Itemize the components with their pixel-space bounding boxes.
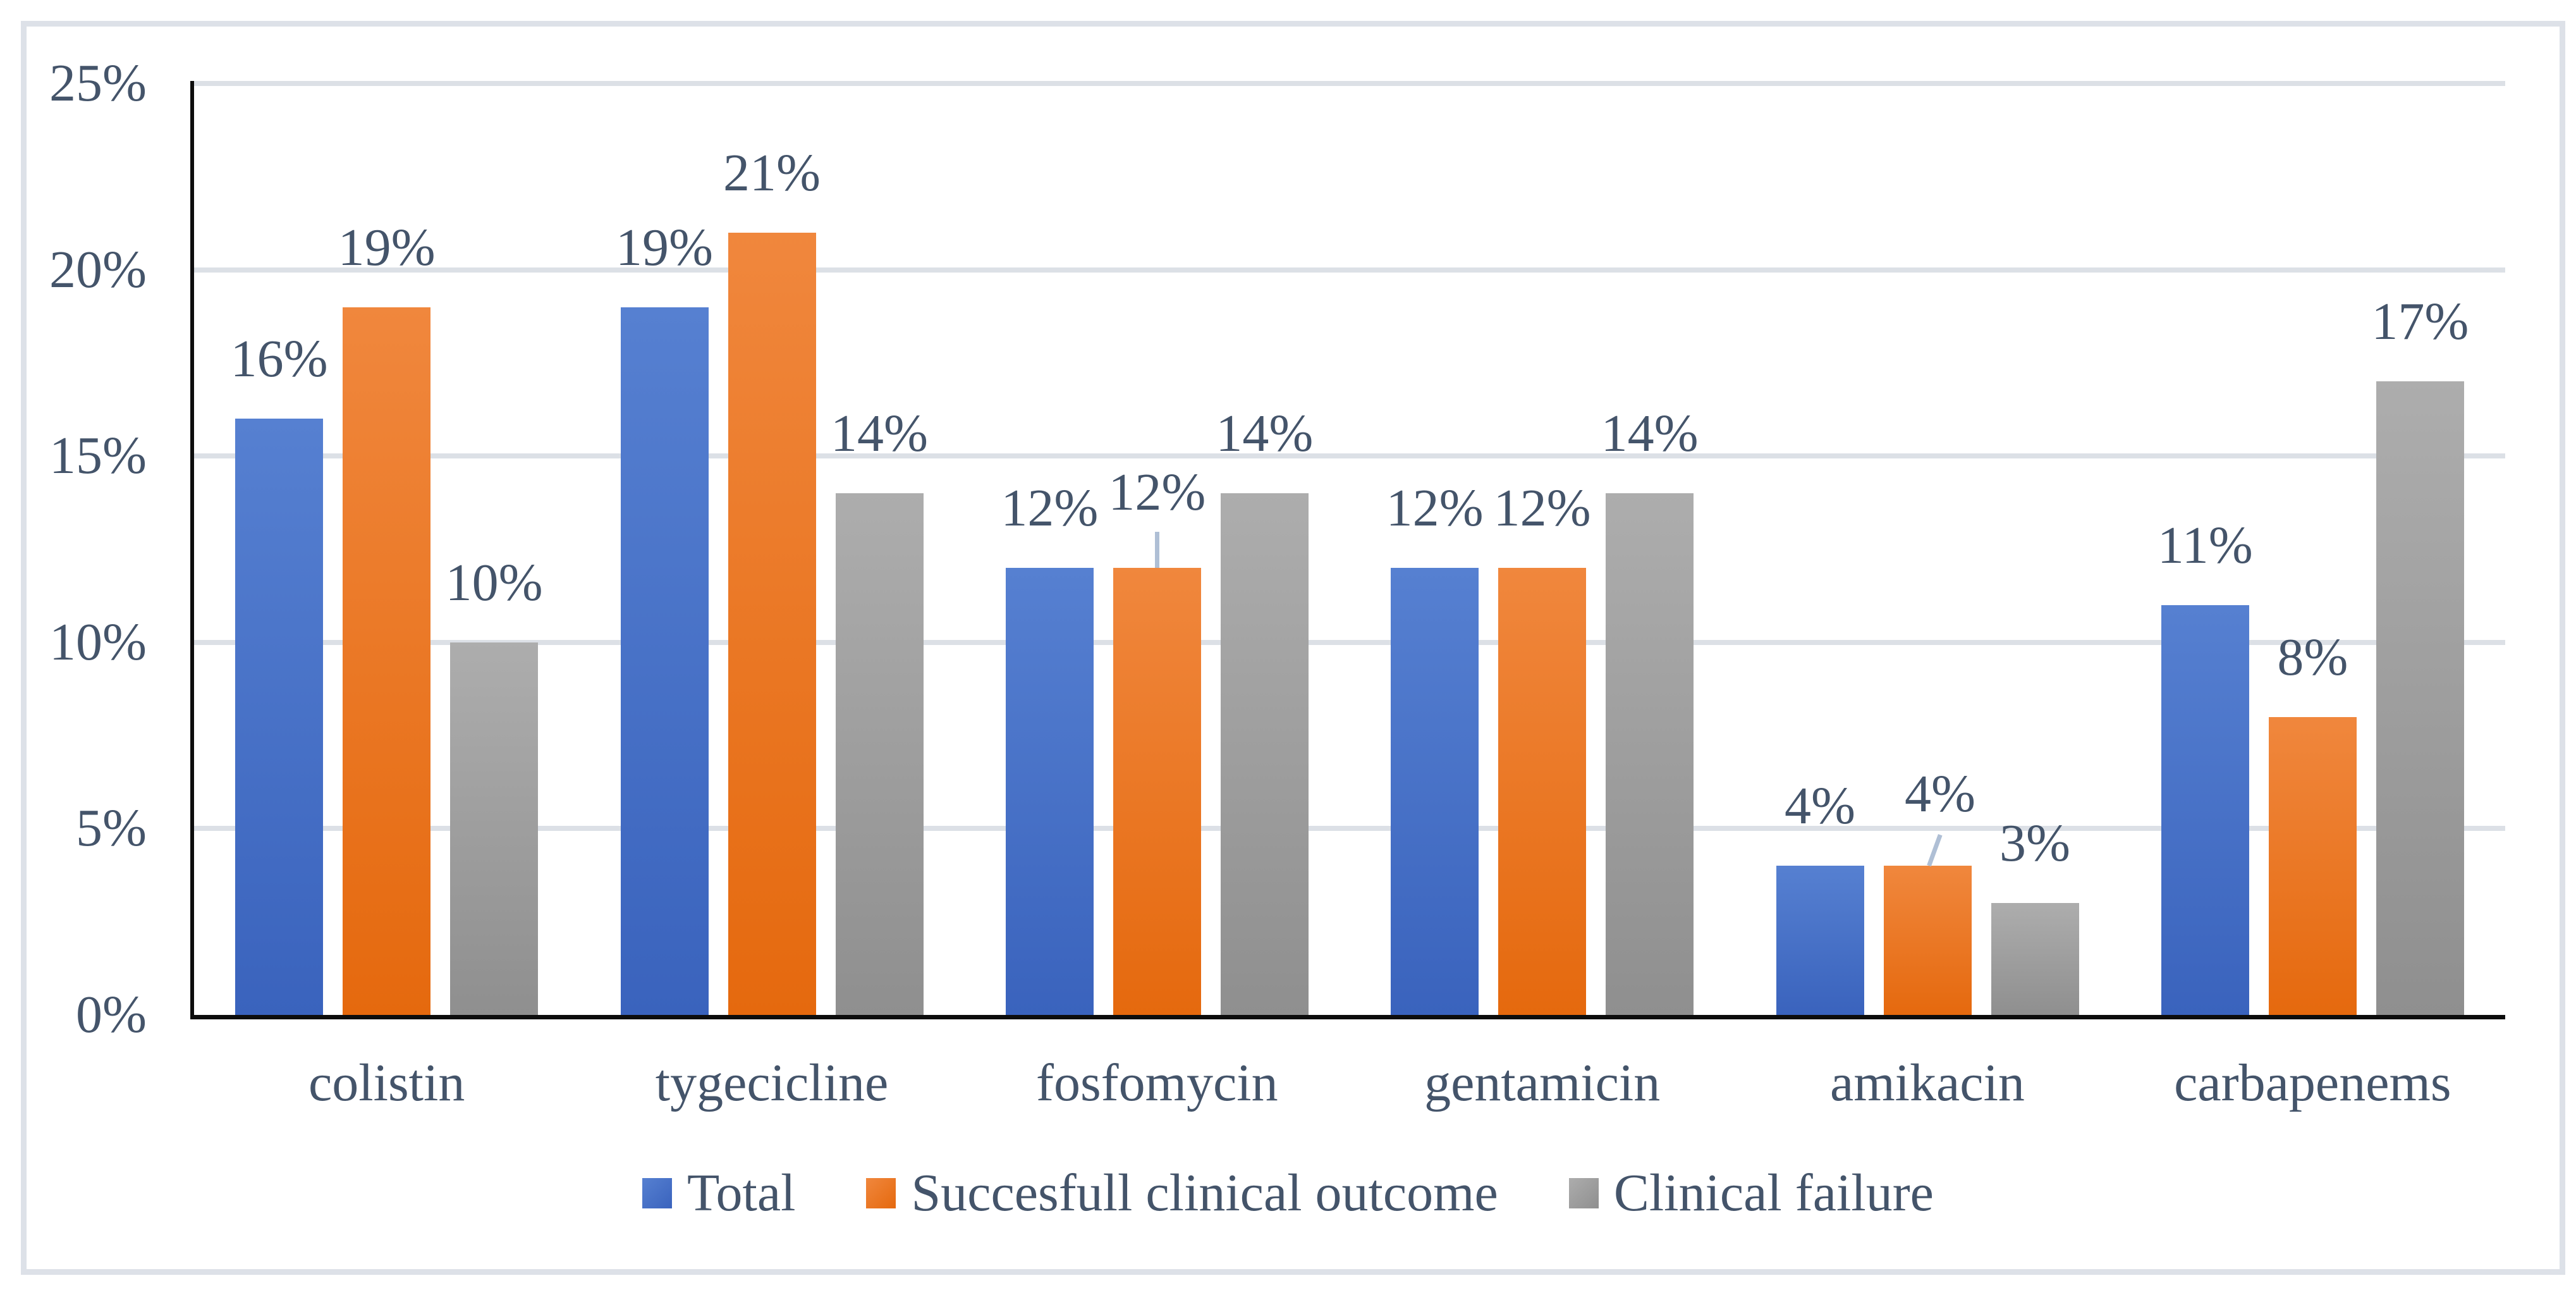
legend-swatch-icon <box>1568 1178 1599 1208</box>
data-label-tygecicline-0: 19% <box>616 218 713 277</box>
bar-succesfull-clinical-outcome-gentamicin <box>1498 567 1587 1015</box>
bar-succesfull-clinical-outcome-tygecicline <box>728 232 816 1015</box>
data-label-fosfomycin-2: 14% <box>1216 404 1314 464</box>
y-axis-line <box>190 81 194 1019</box>
chart-legend: Total Succesfull clinical outcome Clinical… <box>0 1158 2576 1228</box>
gridline-15 <box>194 453 2505 459</box>
bar-total-gentamicin <box>1391 567 1479 1015</box>
x-axis-line <box>190 1015 2505 1019</box>
bar-total-tygecicline <box>620 307 709 1015</box>
y-axis-tick-label-25: 25% <box>49 54 147 113</box>
data-label-colistin-0: 16% <box>230 329 328 389</box>
data-label-amikacin-2: 3% <box>1999 814 2070 873</box>
gridline-10 <box>194 639 2505 645</box>
bar-succesfull-clinical-outcome-fosfomycin <box>1113 567 1201 1015</box>
bar-clinical-failure-tygecicline <box>835 493 924 1015</box>
y-axis-tick-label-10: 10% <box>49 612 147 672</box>
data-label-tygecicline-1: 21% <box>723 143 821 202</box>
gridline-25 <box>194 81 2505 86</box>
bar-clinical-failure-colistin <box>450 642 539 1015</box>
x-axis-label-colistin: colistin <box>308 1054 465 1112</box>
bar-succesfull-clinical-outcome-amikacin <box>1883 866 1972 1015</box>
data-label-tygecicline-2: 14% <box>831 404 928 464</box>
bar-succesfull-clinical-outcome-colistin <box>343 307 431 1015</box>
data-label-amikacin-1: 4% <box>1905 765 1975 824</box>
data-label-amikacin-0: 4% <box>1785 777 1855 836</box>
bar-clinical-failure-fosfomycin <box>1220 493 1309 1015</box>
y-axis-tick-label-5: 5% <box>76 799 147 858</box>
bar-clinical-failure-gentamicin <box>1606 493 1694 1015</box>
y-axis-tick-label-20: 20% <box>49 240 147 299</box>
x-axis-label-gentamicin: gentamicin <box>1424 1054 1661 1112</box>
data-label-colistin-2: 10% <box>445 553 543 612</box>
data-label-carbapenems-0: 11% <box>2157 515 2253 575</box>
bar-succesfull-clinical-outcome-carbapenems <box>2268 716 2357 1015</box>
bar-total-carbapenems <box>2161 605 2249 1015</box>
bar-clinical-failure-amikacin <box>1991 903 2079 1015</box>
gridline-5 <box>194 826 2505 832</box>
data-label-carbapenems-1: 8% <box>2277 627 2348 687</box>
data-label-fosfomycin-1: 12% <box>1108 462 1206 522</box>
legend-swatch-icon <box>866 1178 896 1208</box>
legend-label: Total <box>687 1164 796 1222</box>
legend-item-total: Total <box>642 1160 795 1226</box>
x-axis-label-fosfomycin: fosfomycin <box>1036 1054 1278 1112</box>
legend-label: Clinical failure <box>1613 1164 1934 1222</box>
data-label-colistin-1: 19% <box>338 218 436 277</box>
x-axis-label-carbapenems: carbapenems <box>2174 1054 2451 1112</box>
label-leader-line-fosfomycin <box>1155 531 1160 568</box>
bar-total-fosfomycin <box>1005 567 1094 1015</box>
x-axis-label-amikacin: amikacin <box>1830 1054 2025 1112</box>
y-axis-tick-label-0: 0% <box>76 985 147 1044</box>
data-label-carbapenems-2: 17% <box>2371 292 2469 352</box>
bar-total-amikacin <box>1776 866 1864 1015</box>
legend-item-succesfull-clinical-outcome: Succesfull clinical outcome <box>866 1160 1498 1226</box>
data-label-fosfomycin-0: 12% <box>1001 478 1099 538</box>
bar-clinical-failure-carbapenems <box>2376 381 2464 1015</box>
legend-swatch-icon <box>642 1178 673 1208</box>
data-label-gentamicin-1: 12% <box>1493 478 1591 538</box>
data-label-gentamicin-0: 12% <box>1386 478 1484 538</box>
y-axis-tick-label-15: 15% <box>49 426 147 486</box>
x-axis-label-tygecicline: tygecicline <box>655 1054 889 1112</box>
bar-total-colistin <box>235 419 324 1015</box>
gridline-20 <box>194 267 2505 273</box>
legend-label: Succesfull clinical outcome <box>911 1164 1498 1222</box>
data-label-gentamicin-2: 14% <box>1601 404 1699 464</box>
legend-item-clinical-failure: Clinical failure <box>1568 1160 1934 1226</box>
